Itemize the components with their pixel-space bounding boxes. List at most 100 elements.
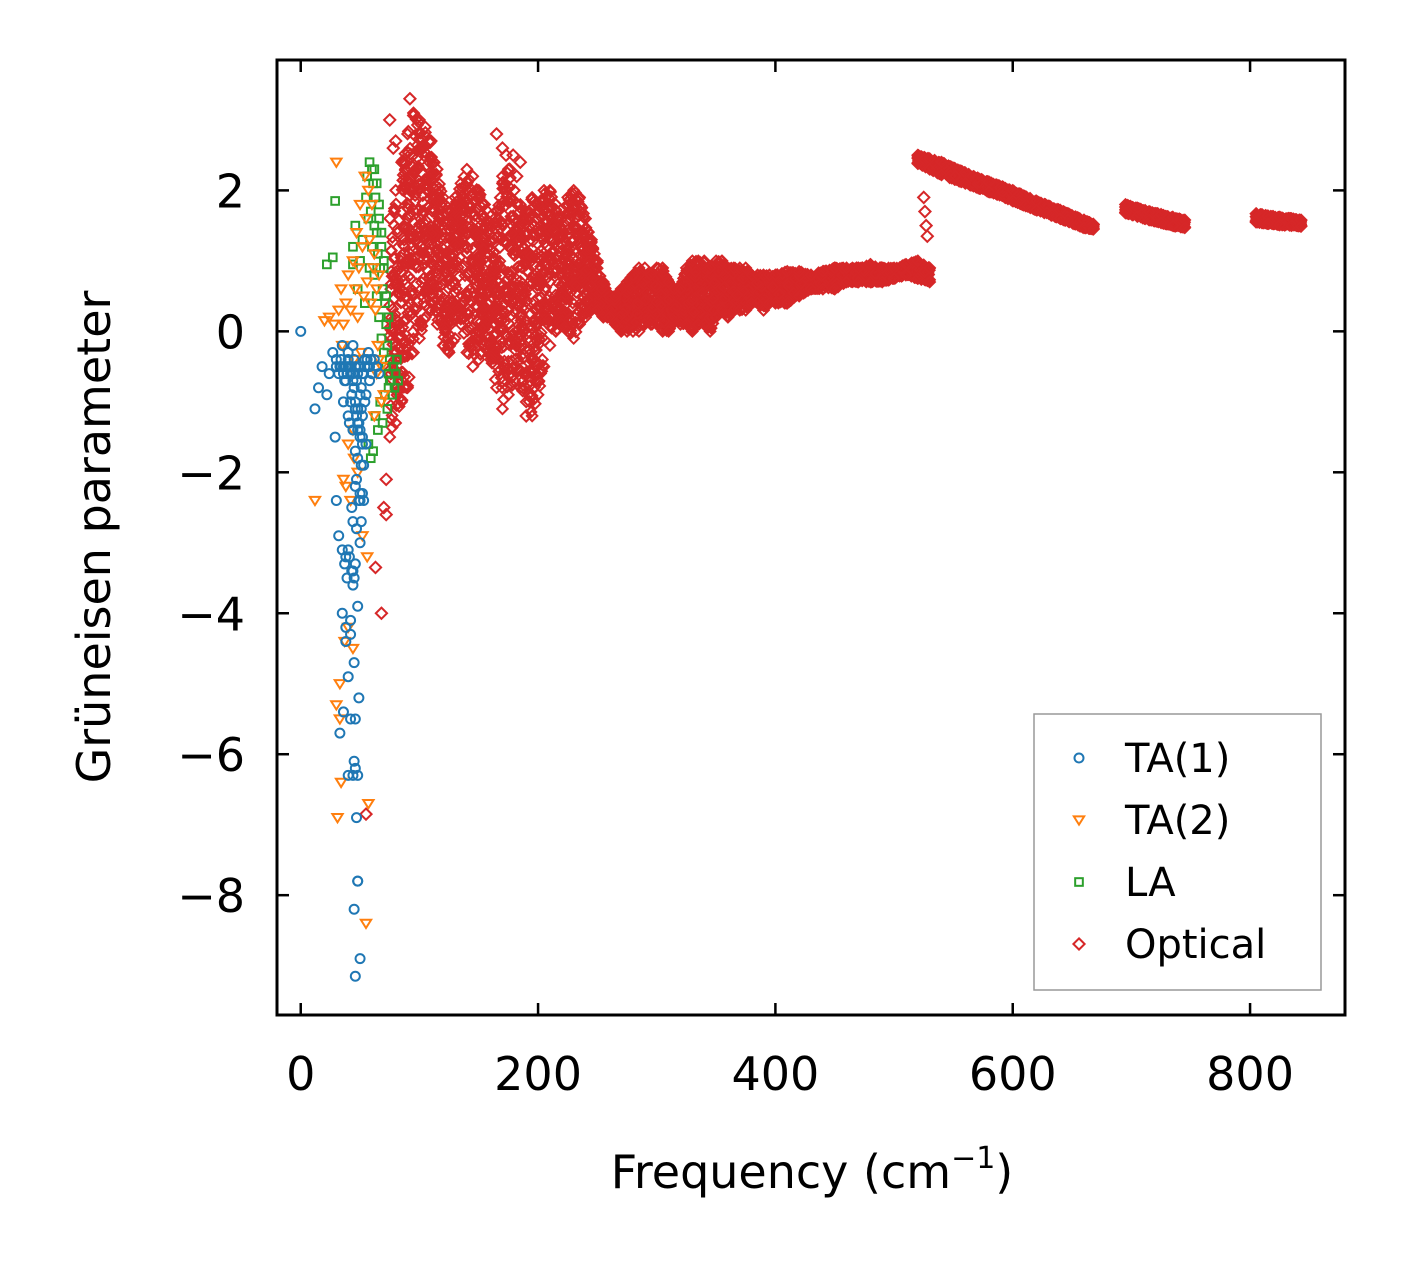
- optical-point: [620, 275, 634, 289]
- optical-point: [669, 299, 684, 313]
- optical-point: [437, 292, 451, 306]
- optical-point: [528, 258, 542, 272]
- optical-point: [516, 381, 530, 395]
- optical-point: [438, 325, 453, 340]
- optical-point: [485, 275, 499, 290]
- optical-point: [510, 246, 524, 260]
- optical-point: [555, 211, 569, 226]
- optical-point: [531, 197, 545, 212]
- optical-point: [531, 375, 546, 389]
- optical-point: [474, 315, 488, 329]
- optical-point: [423, 288, 437, 302]
- optical-point: [492, 198, 506, 213]
- optical-point: [419, 231, 433, 245]
- optical-point: [804, 268, 818, 282]
- optical-point: [590, 303, 605, 317]
- optical-point: [398, 219, 412, 233]
- optical-point: [638, 261, 652, 275]
- optical-point: [537, 359, 551, 374]
- optical-point: [516, 347, 530, 361]
- optical-point: [409, 229, 424, 243]
- optical-point: [527, 200, 541, 214]
- optical-point: [430, 216, 445, 230]
- optical-point: [442, 345, 456, 360]
- optical-point: [509, 272, 524, 286]
- optical-point: [411, 244, 425, 258]
- optical-point: [452, 302, 466, 316]
- optical-point: [470, 227, 484, 241]
- optical-point: [580, 292, 594, 307]
- optical-point: [394, 395, 409, 409]
- optical-point: [530, 282, 545, 296]
- optical-point: [484, 349, 498, 364]
- optical-point: [554, 301, 568, 316]
- optical-point: [443, 223, 457, 237]
- optical-point: [667, 310, 682, 324]
- optical-point: [567, 331, 581, 346]
- optical-point: [756, 303, 771, 317]
- optical-point: [495, 268, 509, 282]
- optical-point: [470, 300, 484, 315]
- optical-point: [504, 265, 519, 279]
- optical-point: [590, 261, 604, 275]
- optical-point: [551, 298, 565, 313]
- optical-point: [498, 178, 512, 192]
- optical-point: [519, 395, 533, 409]
- optical-point: [393, 289, 408, 303]
- optical-point: [768, 296, 783, 310]
- optical-point: [875, 275, 889, 289]
- optical-point: [630, 306, 645, 321]
- optical-point: [911, 254, 925, 268]
- optical-point: [531, 330, 545, 345]
- optical-point: [392, 212, 407, 227]
- optical-point: [478, 338, 492, 353]
- optical-point: [427, 254, 441, 268]
- optical-point: [464, 311, 478, 325]
- optical-point: [555, 317, 569, 331]
- optical-point: [438, 305, 453, 319]
- optical-point: [661, 275, 676, 289]
- optical-point: [649, 279, 663, 293]
- optical-point: [510, 323, 525, 337]
- optical-point: [480, 237, 494, 251]
- optical-point: [466, 359, 480, 374]
- optical-point: [430, 228, 444, 243]
- optical-point: [592, 297, 607, 312]
- optical-point: [863, 275, 877, 289]
- optical-point: [561, 190, 575, 205]
- optical-point: [715, 254, 729, 268]
- optical-point: [406, 106, 421, 120]
- optical-point: [533, 268, 547, 282]
- optical-point: [650, 317, 664, 331]
- optical-point: [561, 324, 575, 339]
- optical-point: [576, 206, 591, 221]
- optical-point: [540, 292, 554, 307]
- optical-point: [688, 265, 703, 279]
- optical-point: [497, 180, 511, 194]
- optical-point: [687, 305, 701, 319]
- optical-point: [445, 204, 459, 218]
- optical-point: [471, 255, 485, 269]
- optical-point: [681, 296, 696, 310]
- optical-point: [436, 190, 450, 205]
- optical-point: [567, 183, 581, 198]
- optical-point: [401, 124, 415, 139]
- optical-point: [462, 197, 476, 211]
- optical-point: [404, 272, 418, 286]
- optical-point: [493, 221, 507, 236]
- optical-point: [513, 334, 527, 348]
- optical-point: [448, 285, 462, 299]
- optical-point: [456, 294, 471, 308]
- optical-point: [397, 337, 411, 351]
- optical-point: [513, 274, 527, 288]
- optical-point: [478, 273, 492, 287]
- optical-point: [527, 218, 541, 232]
- optical-point: [495, 380, 509, 395]
- optical-point: [529, 368, 544, 383]
- optical-point: [537, 254, 552, 268]
- optical-point: [679, 261, 694, 275]
- optical-point: [913, 257, 927, 271]
- optical-point: [739, 261, 753, 275]
- optical-point: [430, 162, 444, 176]
